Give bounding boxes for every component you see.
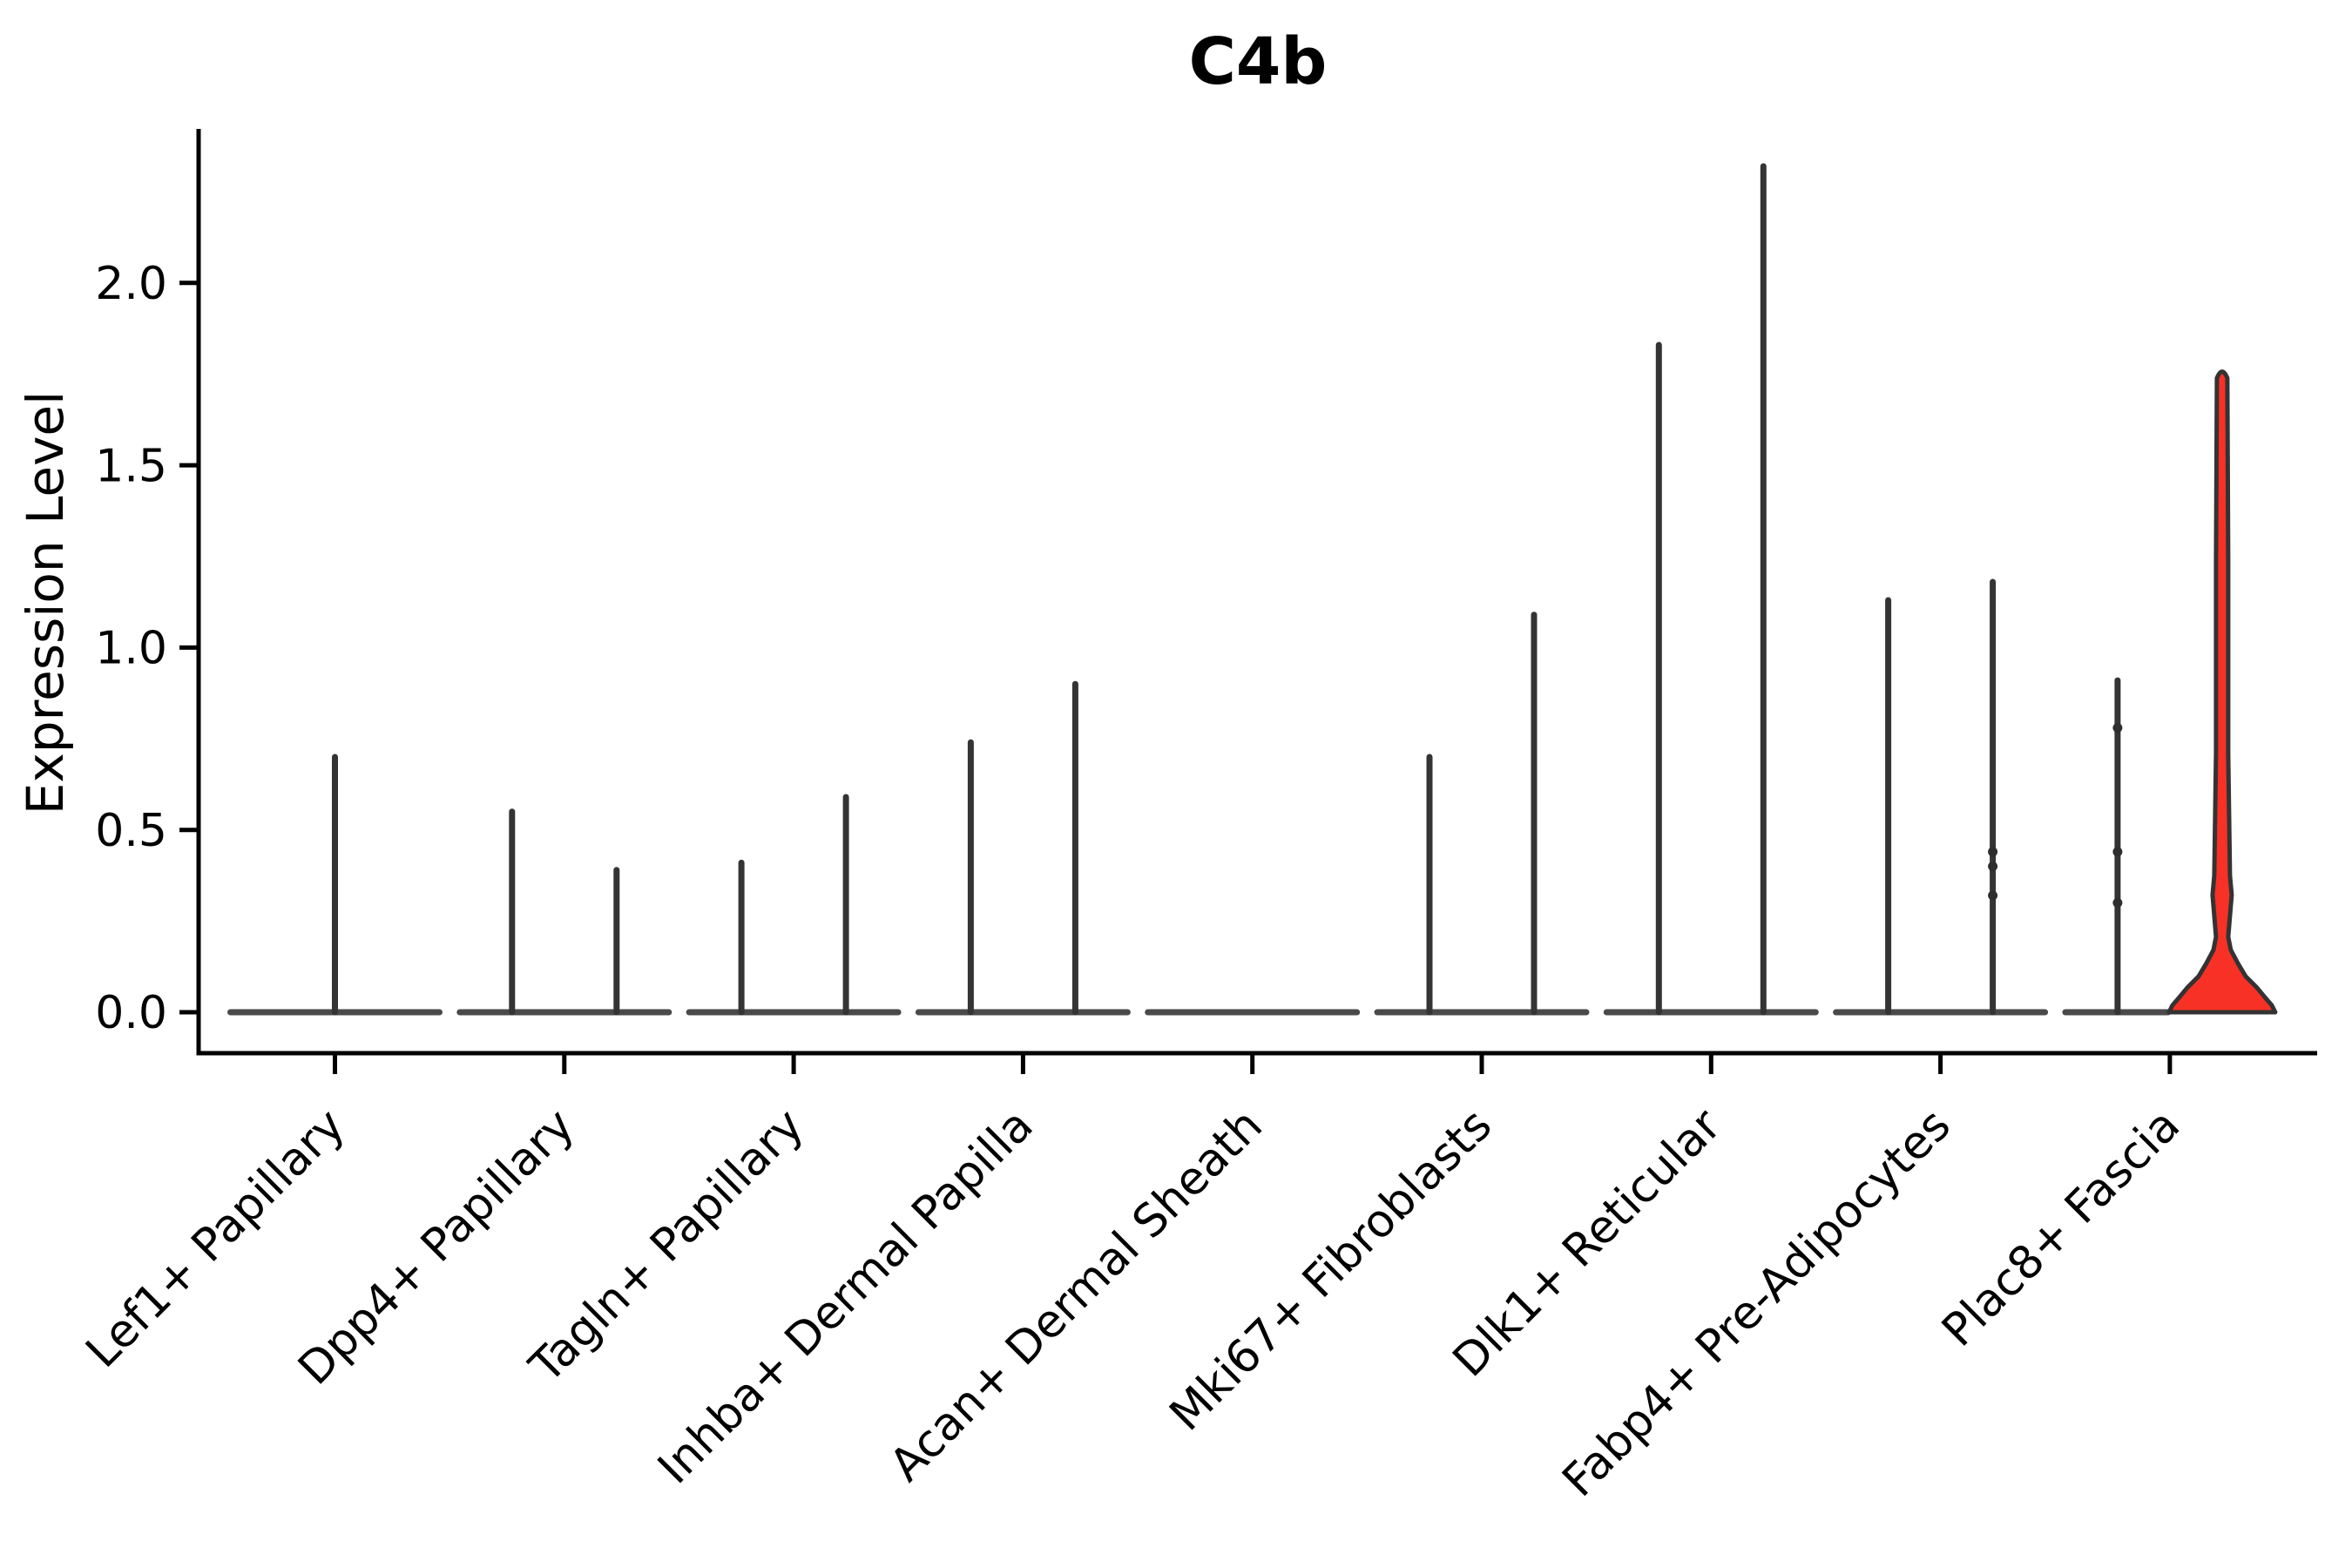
violins-group bbox=[227, 163, 2278, 1016]
jitter-dot bbox=[1988, 890, 1998, 901]
y-ticks-group: 0.0 0.5 1.0 1.5 2.0 bbox=[95, 258, 199, 1039]
violin-8 bbox=[1833, 578, 2049, 1016]
y-tick-label: 0.0 bbox=[95, 987, 167, 1039]
jitter-dot bbox=[1988, 847, 1998, 857]
violin-7 bbox=[1603, 163, 1819, 1016]
violin-1 bbox=[227, 754, 443, 1016]
y-tick-label: 2.0 bbox=[95, 258, 167, 310]
jitter-dot bbox=[2112, 897, 2123, 908]
violin-filled bbox=[2166, 369, 2278, 1015]
violin-2 bbox=[456, 808, 672, 1016]
x-tick-label: Plac8+ Fascia bbox=[1932, 1099, 2190, 1357]
x-tick-label: Inhba+ Dermal Papilla bbox=[648, 1099, 1043, 1494]
y-axis-label: Expression Level bbox=[16, 391, 75, 814]
y-tick-label: 1.0 bbox=[95, 623, 167, 675]
chart-title: C4b bbox=[1189, 24, 1328, 99]
x-tick-label: Fabp4+ Pre-Adipocytes bbox=[1553, 1099, 1961, 1507]
violin-6 bbox=[1374, 612, 1590, 1016]
jitter-dot bbox=[2112, 847, 2123, 857]
violin-4 bbox=[915, 680, 1131, 1016]
violin-9 bbox=[2062, 369, 2278, 1016]
jitter-dot bbox=[1988, 862, 1998, 872]
y-tick-label: 0.5 bbox=[95, 805, 167, 857]
jitter-dot bbox=[2112, 722, 2123, 733]
y-tick-label: 1.5 bbox=[95, 440, 167, 492]
x-tick-label: Acan+ Dermal Sheath bbox=[880, 1099, 1273, 1492]
violin-3 bbox=[686, 794, 902, 1016]
